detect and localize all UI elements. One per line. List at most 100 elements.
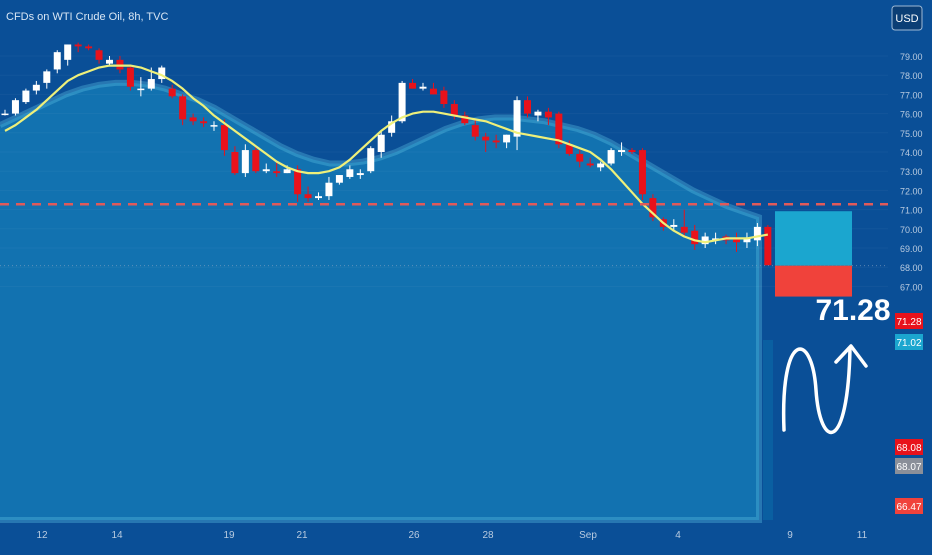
y-tick-label: 71.00 [900, 206, 923, 216]
x-tick-label: Sep [579, 530, 597, 541]
candle-body [461, 115, 469, 124]
candle-body [231, 152, 239, 174]
candle [315, 192, 322, 200]
candle [262, 163, 270, 174]
price-tag-ema: 71.02 [895, 334, 923, 350]
candle-body [294, 169, 302, 195]
y-tick-label: 72.00 [900, 186, 923, 196]
stop-box [775, 265, 852, 297]
candle [388, 115, 396, 137]
candle-body [733, 238, 740, 243]
candle-body [743, 238, 751, 243]
candle [565, 140, 573, 156]
candle-body [628, 150, 636, 152]
band-fill [0, 82, 759, 520]
x-tick-label: 9 [787, 530, 793, 541]
candle [22, 88, 30, 104]
x-tick-label: 11 [857, 530, 868, 541]
candle [168, 84, 176, 99]
candle-body [315, 196, 322, 199]
target-box [775, 211, 852, 266]
projection-group [0, 202, 888, 520]
x-tick-label: 4 [675, 530, 681, 541]
y-tick-label: 79.00 [900, 52, 923, 62]
candle [335, 175, 343, 185]
candle-body [597, 163, 605, 168]
currency-button[interactable]: USD [891, 5, 923, 31]
y-tick-label: 70.00 [900, 225, 923, 235]
candle [524, 96, 531, 118]
candle-body [764, 226, 772, 266]
candle-body [440, 90, 448, 104]
candle-body [335, 175, 343, 183]
price-tag-stop: 66.47 [895, 498, 923, 514]
candle [534, 109, 542, 122]
candle-body [147, 79, 155, 89]
candle-body [304, 194, 312, 199]
candle-body [32, 84, 40, 91]
candle-body [168, 88, 176, 97]
candle [32, 80, 40, 95]
candle [53, 50, 61, 74]
x-tick-label: 14 [111, 530, 123, 541]
candle-body [179, 96, 187, 120]
candle-body [325, 182, 333, 197]
candle-body [534, 111, 542, 116]
candle [733, 232, 740, 252]
candle-body [482, 136, 490, 141]
price-tag-target-text: 71.28 [896, 317, 921, 328]
price-tag-stop-text: 66.47 [896, 502, 921, 513]
candle-body [346, 169, 354, 177]
candle [106, 56, 113, 66]
candle-body [607, 150, 615, 164]
candle [440, 86, 448, 108]
candle [492, 134, 500, 149]
candle-body [95, 50, 103, 60]
forecast-wave-arrow [781, 346, 852, 435]
candle-body [262, 169, 270, 172]
candle-body [53, 52, 61, 70]
candle-body [670, 224, 678, 227]
candle [189, 113, 197, 126]
candle-body [409, 82, 417, 89]
x-tick-label: 21 [296, 530, 308, 541]
candle [11, 98, 19, 116]
candle [513, 96, 521, 151]
candle-body [74, 44, 82, 47]
candle [618, 142, 626, 156]
candle-body [388, 121, 396, 133]
forecast-strip [763, 340, 773, 520]
candle-body [450, 104, 458, 116]
currency-label: USD [895, 13, 918, 25]
y-tick-label: 73.00 [900, 167, 923, 177]
candle-body [106, 59, 113, 64]
candle-body [11, 100, 19, 114]
candle-body [1, 113, 9, 116]
price-tag-prev-text: 68.07 [896, 462, 921, 473]
candle-body [189, 117, 197, 122]
candle-body [753, 226, 761, 241]
candle [64, 44, 72, 66]
price-tag-last-text: 68.08 [896, 443, 921, 454]
candle [670, 219, 678, 231]
candle [1, 109, 9, 116]
candle-body [241, 150, 249, 174]
candle [680, 209, 688, 237]
candle-body [680, 226, 688, 233]
candle [273, 161, 281, 177]
candle-body [429, 88, 437, 95]
candle-body [158, 67, 166, 80]
candle-body [524, 100, 531, 114]
candle [409, 79, 417, 89]
candle-body [513, 100, 521, 137]
ema-line [4, 64, 769, 244]
candle [597, 161, 605, 172]
candle [95, 48, 103, 64]
candle [126, 65, 134, 91]
candle [210, 121, 218, 131]
candle [74, 42, 82, 53]
candle-body [43, 71, 51, 83]
candle-body [377, 134, 385, 152]
x-tick-label: 12 [36, 530, 48, 541]
